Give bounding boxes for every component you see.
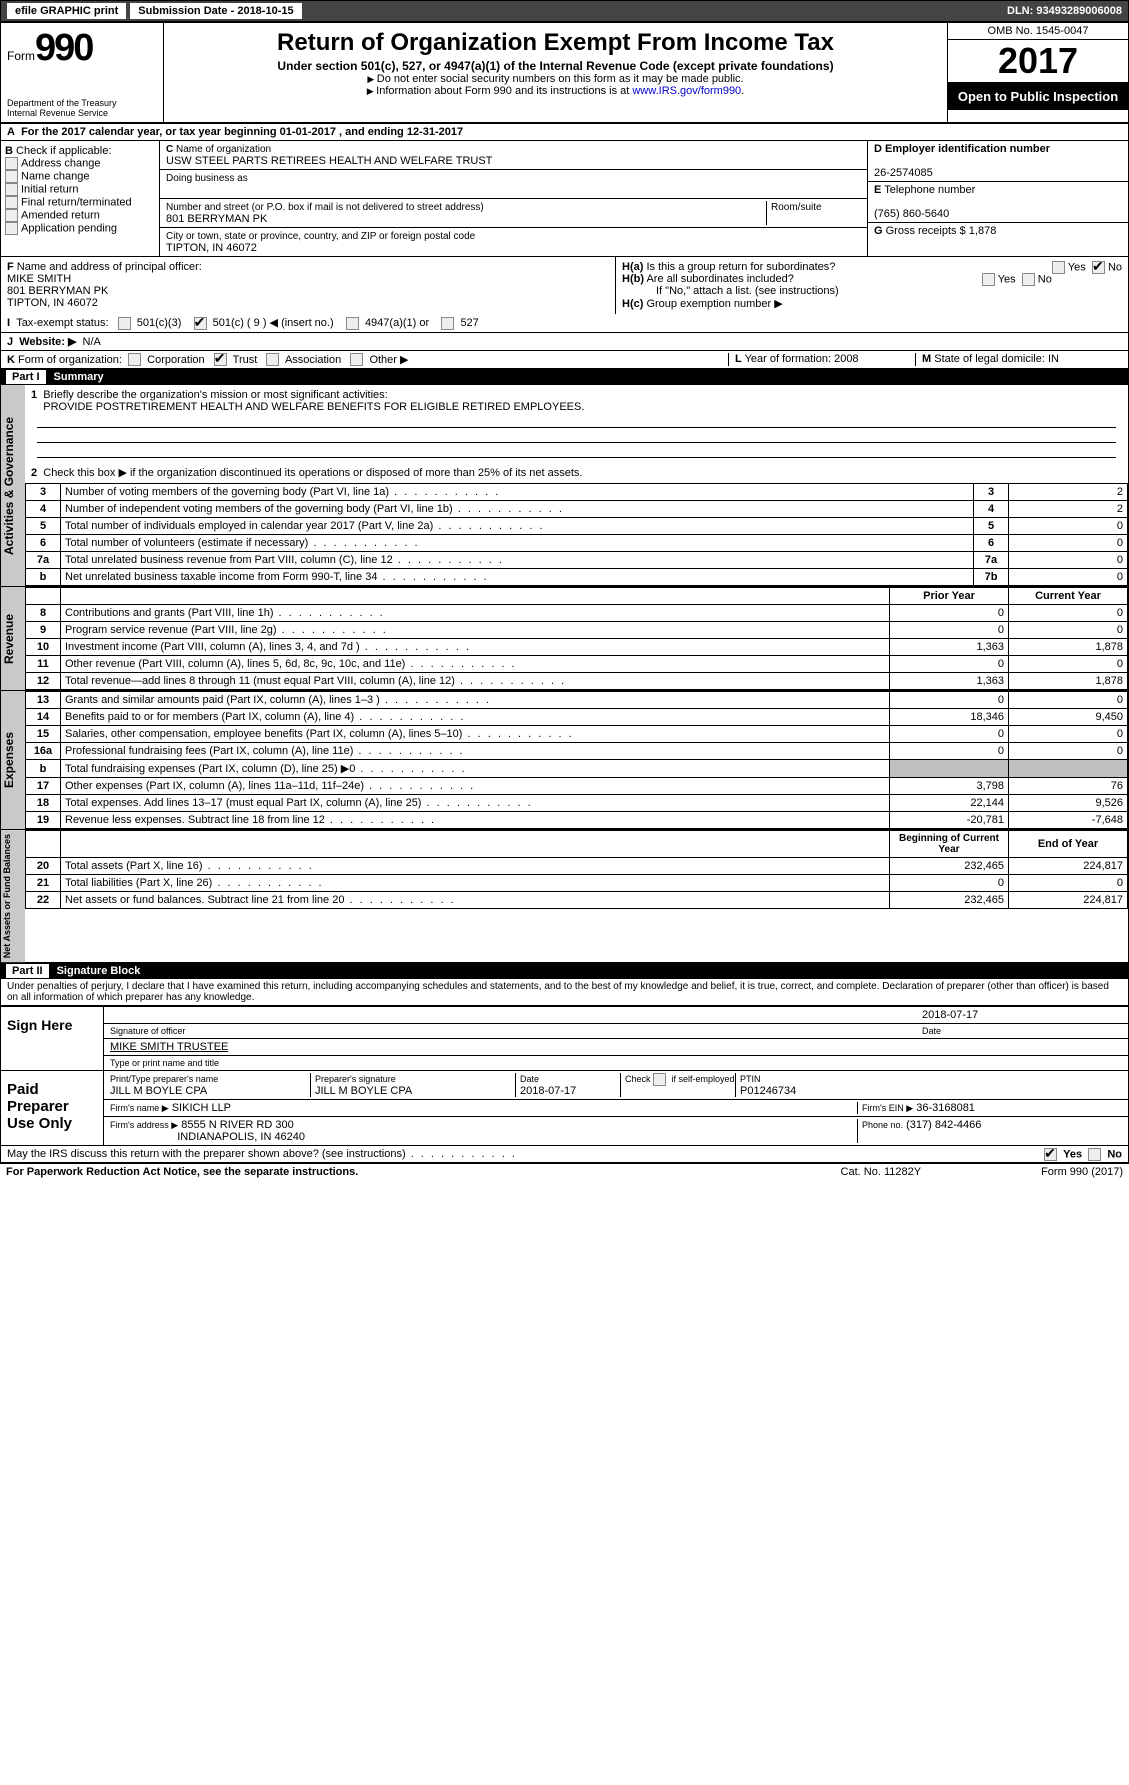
chk-address-change[interactable] [5, 157, 18, 170]
state-domicile: IN [1048, 353, 1059, 365]
label-expenses: Expenses [1, 691, 25, 829]
dept-treasury: Department of the Treasury [7, 98, 157, 108]
section-i: I Tax-exempt status: 501(c)(3) 501(c) ( … [0, 314, 1129, 333]
chk-amended[interactable] [5, 209, 18, 222]
hb-no[interactable] [1022, 273, 1035, 286]
paid-preparer-block: Paid Preparer Use Only Print/Type prepar… [0, 1071, 1129, 1146]
section-d: D Employer identification number26-25740… [868, 141, 1128, 182]
net-assets-table: Beginning of Current YearEnd of Year 20T… [25, 830, 1128, 909]
form-header: Form990 Department of the Treasury Inter… [0, 22, 1129, 123]
sign-date: 2018-07-17 [922, 1009, 1122, 1021]
chk-initial-return[interactable] [5, 183, 18, 196]
discuss-yes[interactable] [1044, 1148, 1057, 1161]
gross-receipts: 1,878 [969, 225, 997, 237]
section-g: G Gross receipts $ 1,878 [868, 223, 1128, 239]
ha-no[interactable] [1092, 261, 1105, 274]
officer-addr2: TIPTON, IN 46072 [7, 297, 98, 309]
ha-yes[interactable] [1052, 261, 1065, 274]
section-f: F Name and address of principal officer:… [1, 257, 615, 314]
form-subtitle: Under section 501(c), 527, or 4947(a)(1)… [170, 59, 941, 73]
dln: DLN: 93493289006008 [1007, 5, 1122, 17]
officer-sig-name: MIKE SMITH TRUSTEE [110, 1041, 228, 1053]
expenses-table: 13Grants and similar amounts paid (Part … [25, 691, 1128, 829]
discuss-no[interactable] [1088, 1148, 1101, 1161]
chk-other[interactable] [350, 353, 363, 366]
label-revenue: Revenue [1, 587, 25, 690]
ein: 26-2574085 [874, 167, 933, 179]
submission-date: Submission Date - 2018-10-15 [130, 3, 301, 19]
label-net-assets: Net Assets or Fund Balances [1, 830, 25, 962]
dept-irs: Internal Revenue Service [7, 108, 157, 118]
org-info-grid: B Check if applicable: Address change Na… [0, 141, 1129, 256]
page-footer: For Paperwork Reduction Act Notice, see … [0, 1163, 1129, 1180]
chk-app-pending[interactable] [5, 222, 18, 235]
chk-4947[interactable] [346, 317, 359, 330]
chk-corp[interactable] [128, 353, 141, 366]
governance-table: 3Number of voting members of the governi… [25, 483, 1128, 586]
chk-501c[interactable] [194, 317, 207, 330]
info-hint: Information about Form 990 and its instr… [170, 85, 941, 97]
section-klm: K Form of organization: Corporation Trus… [0, 351, 1129, 370]
perjury-text: Under penalties of perjury, I declare th… [0, 979, 1129, 1006]
section-b: B Check if applicable: Address change Na… [1, 141, 160, 256]
org-street: 801 BERRYMAN PK [166, 213, 267, 225]
preparer-sig: JILL M BOYLE CPA [315, 1085, 412, 1097]
year-formation: 2008 [834, 353, 858, 365]
revenue-table: Prior YearCurrent Year 8Contributions an… [25, 587, 1128, 690]
section-h: H(a) Is this a group return for subordin… [615, 257, 1128, 314]
section-e: E Telephone number(765) 860-5640 [868, 182, 1128, 223]
discuss-row: May the IRS discuss this return with the… [0, 1146, 1129, 1163]
tax-year: 2017 [948, 40, 1128, 83]
officer-addr1: 801 BERRYMAN PK [7, 285, 108, 297]
website: N/A [83, 336, 101, 348]
preparer-date: 2018-07-17 [520, 1085, 576, 1097]
firm-addr1: 8555 N RIVER RD 300 [181, 1119, 294, 1131]
section-c: C Name of organizationUSW STEEL PARTS RE… [160, 141, 867, 256]
efile-tag: efile GRAPHIC print [7, 3, 126, 19]
label-governance: Activities & Governance [1, 385, 25, 586]
ssn-hint: Do not enter social security numbers on … [170, 73, 941, 85]
chk-trust[interactable] [214, 353, 227, 366]
officer-name: MIKE SMITH [7, 273, 71, 285]
chk-self-employed[interactable] [653, 1073, 666, 1086]
sign-here-label: Sign Here [1, 1007, 104, 1070]
form-word: Form [7, 49, 35, 63]
org-city: TIPTON, IN 46072 [166, 242, 257, 254]
org-name: USW STEEL PARTS RETIREES HEALTH AND WELF… [166, 155, 492, 167]
open-to-public: Open to Public Inspection [948, 83, 1128, 110]
irs-link[interactable]: www.IRS.gov/form990 [632, 85, 741, 97]
preparer-name: JILL M BOYLE CPA [110, 1085, 207, 1097]
firm-addr2: INDIANAPOLIS, IN 46240 [177, 1131, 305, 1143]
chk-assoc[interactable] [266, 353, 279, 366]
top-bar: efile GRAPHIC print Submission Date - 20… [0, 0, 1129, 22]
omb-number: OMB No. 1545-0047 [948, 23, 1128, 40]
chk-name-change[interactable] [5, 170, 18, 183]
part-i-header: Part ISummary [0, 369, 1129, 385]
form-title: Return of Organization Exempt From Incom… [170, 29, 941, 57]
chk-501c3[interactable] [118, 317, 131, 330]
firm-phone: (317) 842-4466 [906, 1119, 981, 1131]
section-a: A For the 2017 calendar year, or tax yea… [0, 123, 1129, 141]
mission-text: PROVIDE POSTRETIREMENT HEALTH AND WELFAR… [43, 401, 584, 413]
firm-name: SIKICH LLP [172, 1102, 231, 1114]
chk-527[interactable] [441, 317, 454, 330]
hb-yes[interactable] [982, 273, 995, 286]
sign-block: Sign Here 2018-07-17 Signature of office… [0, 1006, 1129, 1071]
section-j: J Website: ▶ N/A [0, 333, 1129, 351]
chk-final-return[interactable] [5, 196, 18, 209]
form-number: 990 [35, 27, 92, 69]
part-ii-header: Part IISignature Block [0, 963, 1129, 979]
paid-preparer-label: Paid Preparer Use Only [1, 1071, 104, 1145]
phone: (765) 860-5640 [874, 208, 949, 220]
firm-ein: 36-3168081 [916, 1102, 975, 1114]
ptin: P01246734 [740, 1085, 796, 1097]
